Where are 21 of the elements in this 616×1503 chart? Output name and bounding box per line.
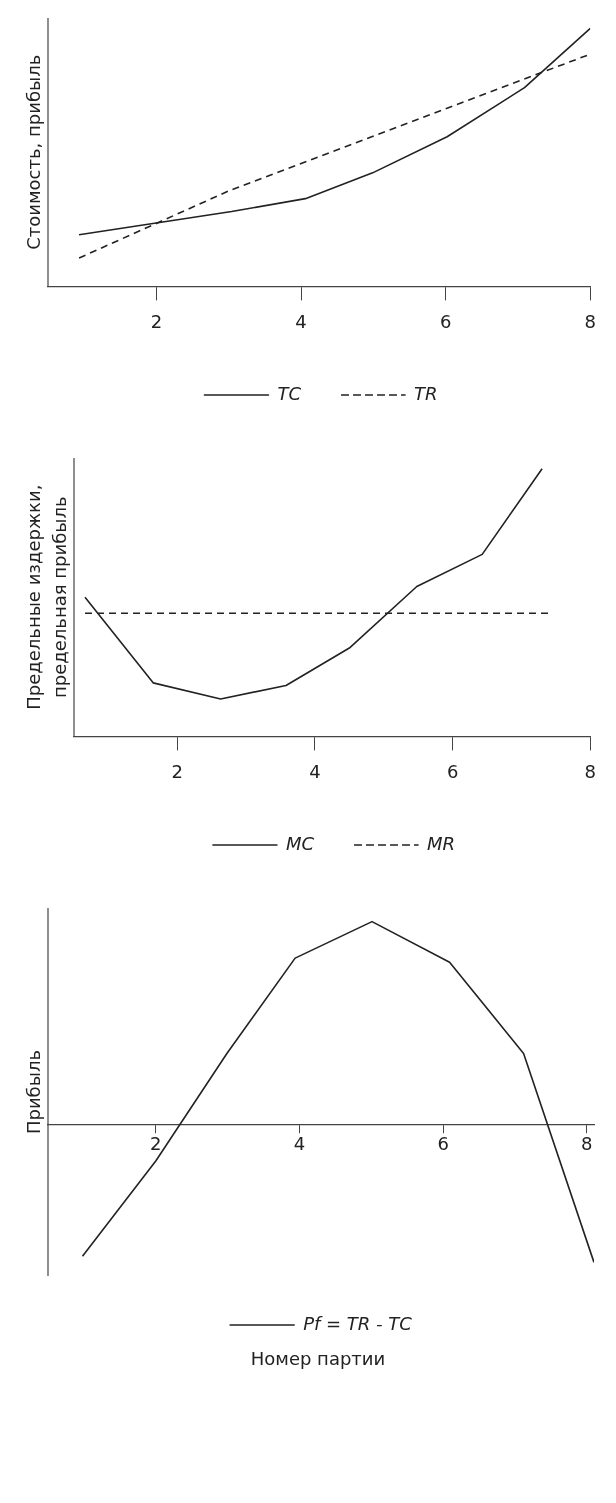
x-tick-label: 4 (295, 310, 307, 332)
legend-label: TR (414, 382, 438, 404)
y-axis-title: Предельные издержки, предельная прибыль (22, 484, 70, 710)
x-tick-label: 6 (439, 310, 452, 332)
x-tick-label: 2 (150, 310, 163, 332)
x-axis-title: Номер партии (249, 1348, 387, 1369)
x-tick-label: 8 (584, 760, 596, 782)
x-tick-label: 6 (446, 760, 459, 782)
legend-label: TC (277, 382, 302, 404)
y-axis-title: Прибыль (22, 1049, 44, 1135)
x-tick-label: 4 (309, 760, 321, 782)
x-tick-label: 2 (171, 760, 183, 782)
x-tick-label: 8 (581, 1132, 593, 1154)
legend-label: Pf = TR - TC (303, 1312, 413, 1334)
x-tick-label: 2 (150, 1132, 162, 1154)
x-tick-label: 4 (293, 1132, 306, 1154)
x-tick-label: 8 (584, 310, 596, 332)
legend-label: MR (427, 832, 456, 854)
legend-label: MC (285, 832, 315, 854)
y-axis-title: Стоимость, прибыль (22, 54, 44, 250)
x-tick-label: 6 (437, 1132, 449, 1154)
